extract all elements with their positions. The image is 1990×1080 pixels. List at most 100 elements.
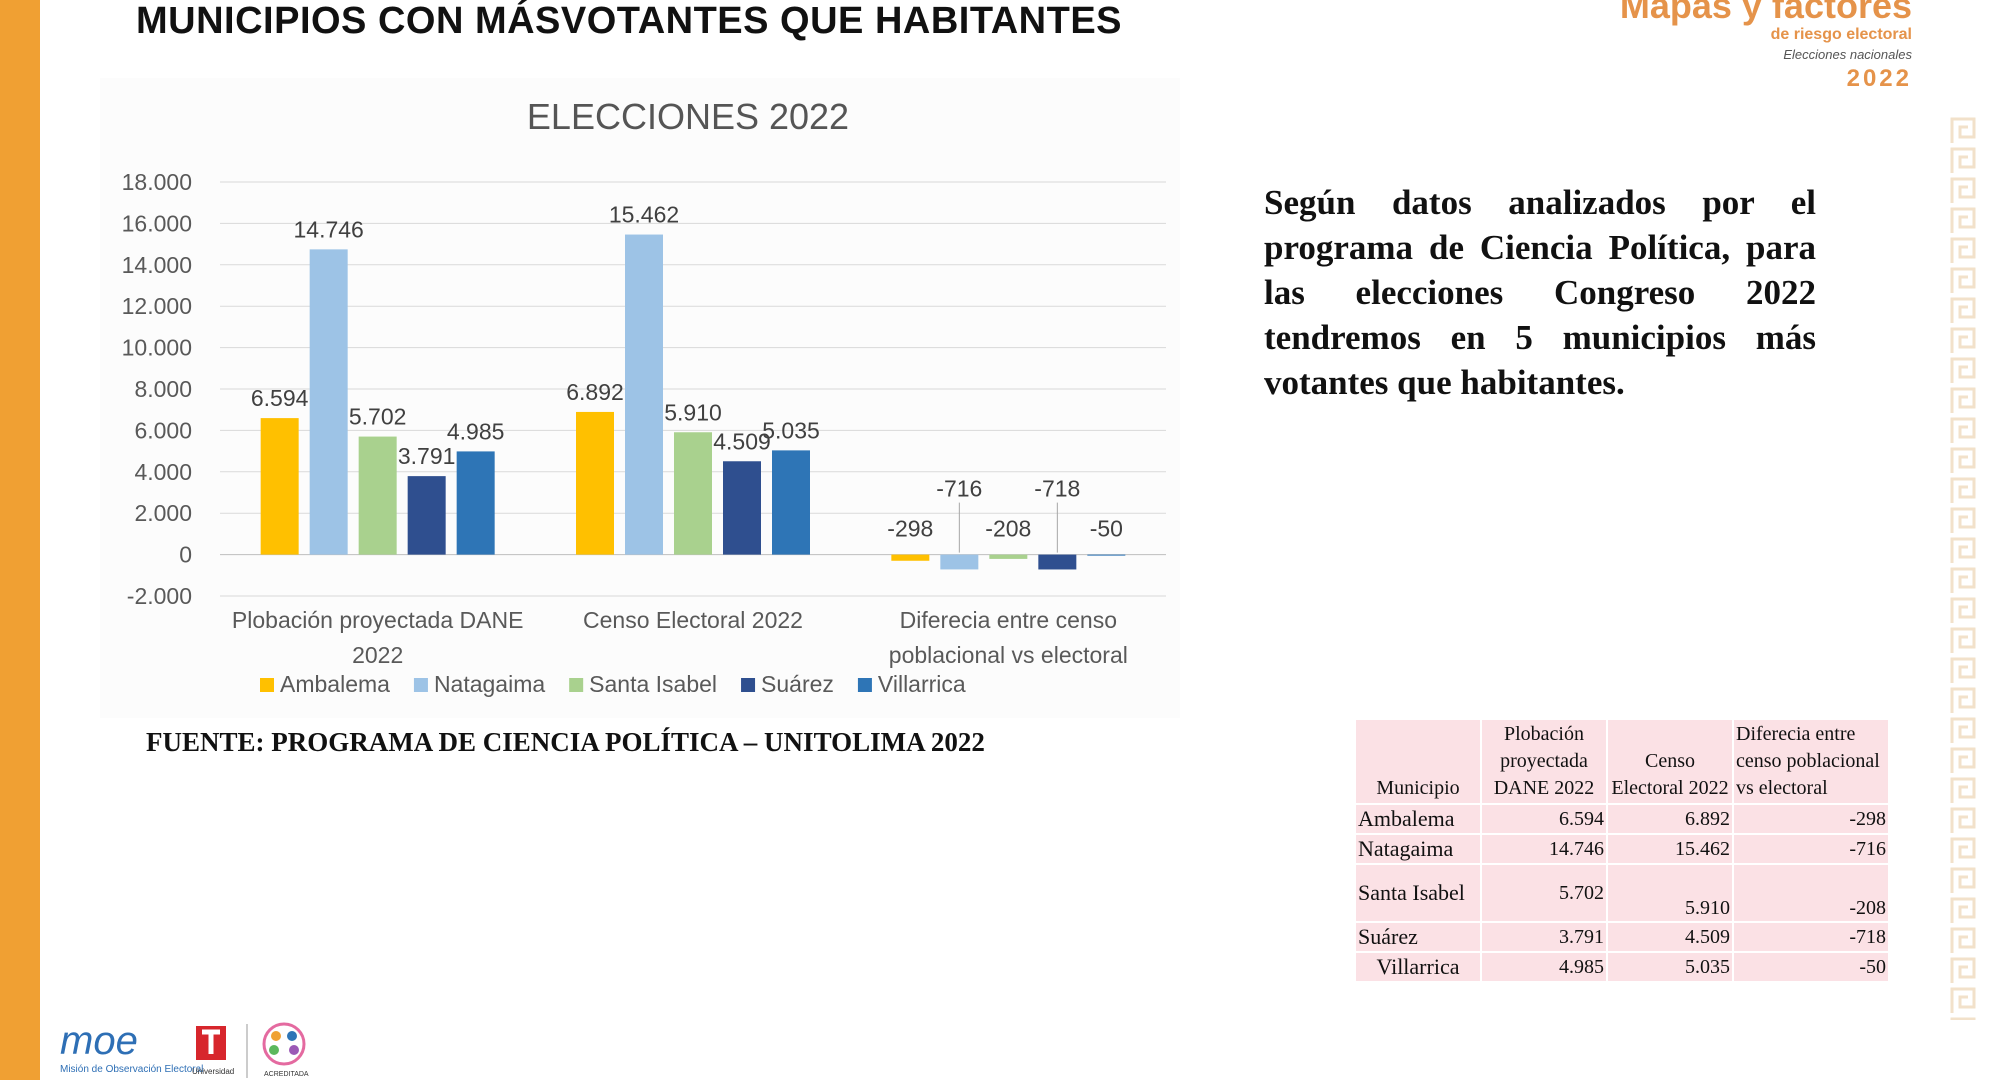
table-cell: Santa Isabel xyxy=(1356,865,1480,921)
table-cell: 5.910 xyxy=(1608,865,1732,921)
x-category-label: poblacional vs electoral xyxy=(889,642,1128,668)
table-header-cell: Censo Electoral 2022 xyxy=(1608,720,1732,803)
table-row: Natagaima 14.746 15.462 -716 xyxy=(1356,835,1888,863)
table-cell: 14.746 xyxy=(1482,835,1606,863)
data-label: 6.892 xyxy=(566,379,624,405)
bar xyxy=(456,451,495,555)
data-table: Municipio Plobación proyectada DANE 2022… xyxy=(1354,718,1890,983)
data-label: 15.462 xyxy=(609,202,679,228)
table-cell: 5.035 xyxy=(1608,953,1732,981)
bar xyxy=(260,418,299,555)
bar xyxy=(407,476,446,555)
legend-label: Natagaima xyxy=(434,671,545,697)
data-label: -208 xyxy=(985,516,1031,542)
bar xyxy=(723,461,761,555)
table-cell: 3.791 xyxy=(1482,923,1606,951)
brand-line-2: de riesgo electoral xyxy=(1770,26,1912,43)
accreditation-logo xyxy=(262,1022,306,1066)
bar xyxy=(940,554,979,570)
bar xyxy=(309,249,348,555)
y-tick-label: 10.000 xyxy=(122,335,192,361)
brand-line-1: Mapas y factores xyxy=(1619,0,1912,26)
data-label: -718 xyxy=(1034,476,1080,502)
data-label: 5.702 xyxy=(349,404,407,430)
data-label: -716 xyxy=(936,476,982,502)
table-cell: Villarrica xyxy=(1356,953,1480,981)
table-header-cell: Diferecia entre censo poblacional vs ele… xyxy=(1734,720,1888,803)
table-cell: 6.892 xyxy=(1608,805,1732,833)
moe-caption: Misión de Observación Electoral xyxy=(60,1064,203,1075)
y-tick-label: 14.000 xyxy=(122,252,192,278)
table-cell: -718 xyxy=(1734,923,1888,951)
data-label: 4.509 xyxy=(713,428,771,454)
table-cell: Natagaima xyxy=(1356,835,1480,863)
y-tick-label: 18.000 xyxy=(122,169,192,195)
brand-logo: Mapas y factores de riesgo electoral Ele… xyxy=(1620,0,1912,92)
table-cell: Suárez xyxy=(1356,923,1480,951)
table-cell: -716 xyxy=(1734,835,1888,863)
slide-title: MUNICIPIOS CON MÁSVOTANTES QUE HABITANTE… xyxy=(136,0,1123,42)
legend-swatch xyxy=(260,678,274,692)
data-label: 3.791 xyxy=(398,443,456,469)
table-row: Ambalema 6.594 6.892 -298 xyxy=(1356,805,1888,833)
bar xyxy=(1087,554,1126,556)
bar xyxy=(576,411,614,555)
bar xyxy=(772,450,810,555)
university-logo xyxy=(196,1026,226,1060)
bar xyxy=(989,554,1028,559)
source-note: FUENTE: PROGRAMA DE CIENCIA POLÍTICA – U… xyxy=(146,727,985,757)
chart-panel: ELECCIONES 2022 -2.000 0 2.000 4.000 6.000 8.0… xyxy=(100,78,1180,718)
bar xyxy=(891,554,930,561)
x-category-label: Censo Electoral 2022 xyxy=(583,607,803,633)
legend-label: Santa Isabel xyxy=(589,671,717,697)
table-row: Suárez 3.791 4.509 -718 xyxy=(1356,923,1888,951)
legend-swatch xyxy=(413,678,428,692)
footer-logos: moe Misión de Observación Electoral Univ… xyxy=(60,1019,309,1078)
table-cell: 15.462 xyxy=(1608,835,1732,863)
legend-label: Suárez xyxy=(761,671,834,697)
table-header-row: Municipio Plobación proyectada DANE 2022… xyxy=(1356,720,1888,803)
data-label: -50 xyxy=(1090,516,1123,542)
legend-label: Villarrica xyxy=(878,671,966,697)
y-tick-label: 16.000 xyxy=(122,210,192,236)
university-caption: Universidad xyxy=(192,1067,234,1076)
y-tick-label: -2.000 xyxy=(127,583,192,609)
table-header-cell: Plobación proyectada DANE 2022 xyxy=(1482,720,1606,803)
y-tick-label: 12.000 xyxy=(122,293,192,319)
table-cell: -208 xyxy=(1734,865,1888,921)
bar xyxy=(625,234,663,555)
bar xyxy=(1038,554,1077,570)
data-label: 5.910 xyxy=(664,399,722,425)
data-label: 5.035 xyxy=(762,417,820,443)
accreditation-caption: ACREDITADA xyxy=(264,1071,309,1078)
body-paragraph: Según datos analizados por el programa d… xyxy=(1264,183,1816,402)
table-cell: -50 xyxy=(1734,953,1888,981)
table-header-cell: Municipio xyxy=(1356,720,1480,803)
legend-swatch xyxy=(857,678,872,692)
table-row: Santa Isabel 5.702 5.910 -208 xyxy=(1356,865,1888,921)
brand-year: 2022 xyxy=(1846,65,1912,92)
x-category-label: 2022 xyxy=(352,642,403,668)
y-tick-label: 6.000 xyxy=(134,417,192,443)
moe-logo: moe xyxy=(60,1019,138,1063)
data-label: -298 xyxy=(887,516,933,542)
table-cell: 4.985 xyxy=(1482,953,1606,981)
table-cell: 4.509 xyxy=(1608,923,1732,951)
x-category-label: Diferecia entre censo xyxy=(900,607,1117,633)
legend-swatch xyxy=(569,678,584,692)
brand-line-3: Elecciones nacionales xyxy=(1783,47,1912,62)
legend-label: Ambalema xyxy=(280,671,390,697)
y-tick-label: 4.000 xyxy=(134,459,192,485)
y-tick-label: 2.000 xyxy=(134,500,192,526)
bar-chart: ELECCIONES 2022 -2.000 0 2.000 4.000 6.000 8.0… xyxy=(122,96,1166,697)
chart-title: ELECCIONES 2022 xyxy=(527,96,849,137)
table-cell: 6.594 xyxy=(1482,805,1606,833)
bar xyxy=(358,436,397,555)
data-label: 6.594 xyxy=(251,385,309,411)
legend-swatch xyxy=(741,678,756,692)
greek-key-border xyxy=(1948,115,1978,1020)
data-label: 4.985 xyxy=(447,418,505,444)
y-tick-label: 8.000 xyxy=(134,376,192,402)
table-cell: Ambalema xyxy=(1356,805,1480,833)
bar xyxy=(674,432,712,555)
